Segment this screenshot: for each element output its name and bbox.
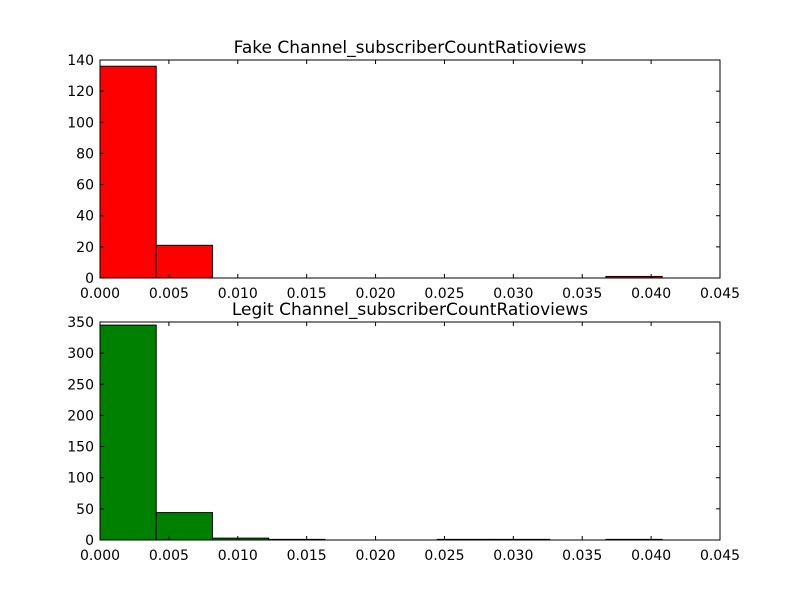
y-tick-label: 0: [85, 271, 94, 287]
x-tick-label: 0.015: [287, 286, 327, 302]
x-tick-label: 0.010: [218, 286, 258, 302]
y-tick-label: 50: [76, 502, 94, 518]
x-tick-label: 0.045: [700, 286, 740, 302]
x-tick-label: 0.025: [424, 286, 464, 302]
axis-ticks: 0.000 0.005 0.010 0.015 0.020 0.025 0.030 0.035…: [67, 53, 740, 302]
y-tick-label: 140: [67, 53, 94, 69]
chart-title: Fake Channel_subscriberCountRatioviews: [234, 38, 587, 58]
x-tick-label: 0.000: [80, 548, 120, 564]
histogram-bar: [155, 244, 213, 279]
x-tick-label: 0.045: [700, 548, 740, 564]
y-tick-label: 100: [67, 471, 94, 487]
x-tick-label: 0.000: [80, 286, 120, 302]
plot-frame: [99, 59, 721, 279]
histogram-bar: [99, 65, 157, 279]
y-tick-label: 200: [67, 408, 94, 424]
bars-group: [99, 324, 663, 541]
chart-title: Legit Channel_subscriberCountRatioviews: [232, 300, 588, 320]
y-tick-label: 250: [67, 377, 94, 393]
y-tick-label: 60: [76, 178, 94, 194]
x-tick-label: 0.020: [356, 286, 396, 302]
x-tick-label: 0.030: [493, 286, 533, 302]
x-tick-label: 0.005: [149, 548, 189, 564]
x-tick-label: 0.020: [356, 548, 396, 564]
y-tick-label: 100: [67, 115, 94, 131]
y-tick-label: 80: [76, 146, 94, 162]
y-tick-label: 350: [67, 315, 94, 331]
x-tick-label: 0.030: [493, 548, 533, 564]
histogram-bar: [155, 512, 213, 541]
x-tick-label: 0.035: [562, 548, 602, 564]
fake-channel-histogram: Fake Channel_subscriberCountRatioviews 0…: [67, 38, 740, 302]
x-tick-label: 0.035: [562, 286, 602, 302]
y-tick-label: 120: [67, 84, 94, 100]
histogram-bar: [99, 324, 157, 541]
x-tick-label: 0.025: [424, 548, 464, 564]
legit-channel-histogram: Legit Channel_subscriberCountRatioviews …: [67, 300, 740, 564]
bars-group: [99, 65, 663, 279]
x-tick-label: 0.040: [631, 286, 671, 302]
x-tick-label: 0.005: [149, 286, 189, 302]
y-tick-label: 40: [76, 209, 94, 225]
x-tick-label: 0.010: [218, 548, 258, 564]
x-tick-label: 0.015: [287, 548, 327, 564]
x-tick-label: 0.040: [631, 548, 671, 564]
y-tick-label: 0: [85, 533, 94, 549]
y-tick-label: 300: [67, 346, 94, 362]
y-tick-label: 150: [67, 440, 94, 456]
axis-ticks: 0.000 0.005 0.010 0.015 0.020 0.025 0.030 0.035…: [67, 315, 740, 564]
y-tick-label: 20: [76, 240, 94, 256]
plot-frame: [99, 321, 721, 541]
